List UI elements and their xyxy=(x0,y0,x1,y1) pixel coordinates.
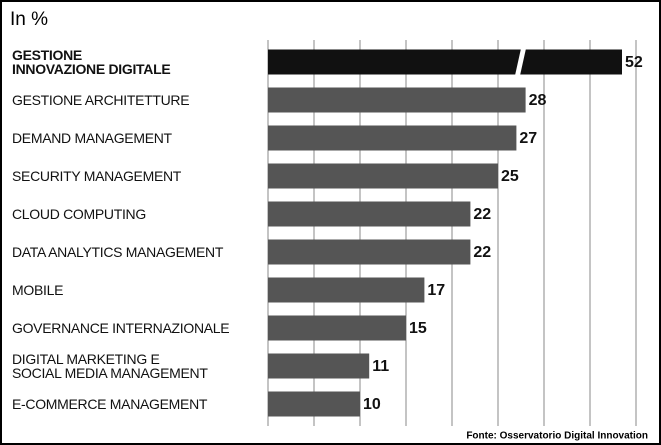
category-label: GOVERNANCE INTERNAZIONALE xyxy=(12,320,230,336)
axis-break xyxy=(515,48,526,76)
value-label: 52 xyxy=(625,54,643,71)
bar xyxy=(268,201,471,227)
category-label: DEMAND MANAGEMENT xyxy=(12,130,172,146)
bar xyxy=(268,277,425,303)
value-label: 27 xyxy=(519,130,537,147)
value-label: 28 xyxy=(529,92,547,109)
value-label: 22 xyxy=(473,244,491,261)
bar xyxy=(268,391,360,417)
category-label: GESTIONE INNOVAZIONE DIGITALE xyxy=(12,47,171,77)
category-label: E-COMMERCE MANAGEMENT xyxy=(12,396,208,412)
category-label: SECURITY MANAGEMENT xyxy=(12,168,182,184)
category-label: DIGITAL MARKETING E SOCIAL MEDIA MANAGEM… xyxy=(12,351,208,381)
source: Fonte: Osservatorio Digital Innovation xyxy=(466,431,648,442)
category-label: MOBILE xyxy=(12,282,64,298)
bar xyxy=(268,163,498,189)
bar xyxy=(268,239,471,265)
value-label: 17 xyxy=(427,282,445,299)
bar xyxy=(268,353,370,379)
bar xyxy=(268,87,526,113)
category-label: DATA ANALYTICS MANAGEMENT xyxy=(12,244,224,260)
bar xyxy=(268,125,517,151)
bar xyxy=(268,315,406,341)
category-label: CLOUD COMPUTING xyxy=(12,206,146,222)
chart-title: In % xyxy=(10,9,48,30)
category-label: GESTIONE ARCHITETTURE xyxy=(12,92,190,108)
value-label: 25 xyxy=(501,168,519,185)
value-label: 10 xyxy=(363,396,381,413)
bar xyxy=(268,49,622,75)
value-label: 15 xyxy=(409,320,427,337)
value-label: 22 xyxy=(473,206,491,223)
value-label: 11 xyxy=(372,358,389,375)
